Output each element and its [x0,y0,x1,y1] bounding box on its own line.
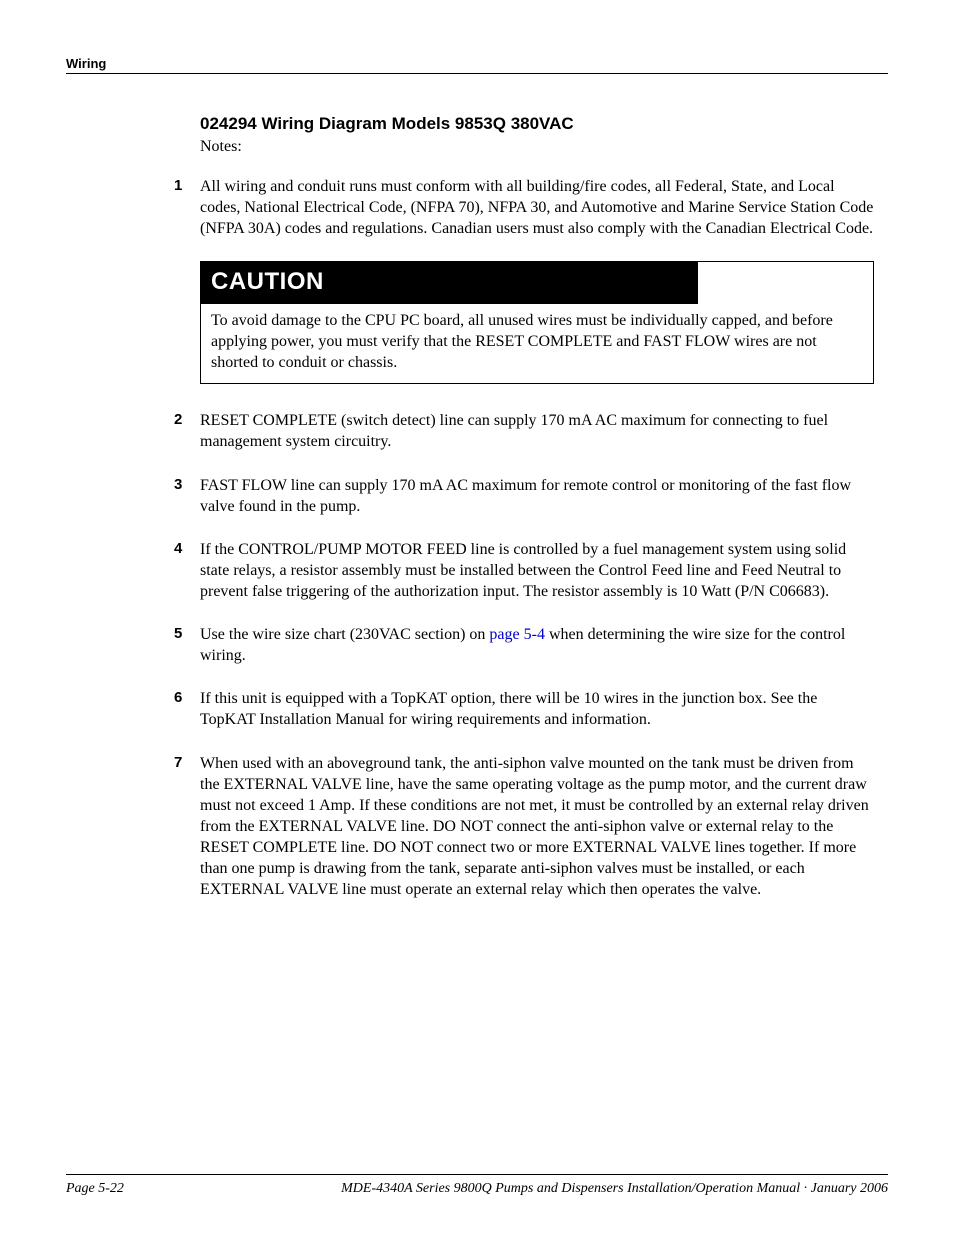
note-text: If this unit is equipped with a TopKAT o… [200,690,817,728]
caution-heading: CAUTION [201,262,698,304]
footer-rule [66,1174,888,1175]
note-text: If the CONTROL/PUMP MOTOR FEED line is c… [200,541,846,600]
note-item-1: 1 All wiring and conduit runs must confo… [200,176,874,384]
notes-label: Notes: [200,138,874,156]
footer-page-number: Page 5-22 [66,1181,124,1197]
note-number: 1 [174,176,182,196]
note-item-2: 2 RESET COMPLETE (switch detect) line ca… [200,410,874,452]
page-reference-link[interactable]: page 5-4 [489,626,545,643]
note-number: 2 [174,410,182,430]
note-number: 7 [174,753,182,773]
note-item-5: 5 Use the wire size chart (230VAC sectio… [200,624,874,666]
page-footer: Page 5-22 MDE-4340A Series 9800Q Pumps a… [66,1174,888,1197]
note-number: 3 [174,475,182,495]
note-text: All wiring and conduit runs must conform… [200,178,873,237]
note-item-7: 7 When used with an aboveground tank, th… [200,753,874,901]
note-text: When used with an aboveground tank, the … [200,755,869,899]
note-number: 4 [174,539,182,559]
caution-body: To avoid damage to the CPU PC board, all… [201,304,873,383]
notes-list: 1 All wiring and conduit runs must confo… [200,176,874,900]
note-number: 5 [174,624,182,644]
note-item-3: 3 FAST FLOW line can supply 170 mA AC ma… [200,475,874,517]
note-text-part-a: Use the wire size chart (230VAC section)… [200,626,489,643]
footer-doc-title: MDE-4340A Series 9800Q Pumps and Dispens… [341,1181,888,1197]
note-text: FAST FLOW line can supply 170 mA AC maxi… [200,477,851,515]
caution-box: CAUTION To avoid damage to the CPU PC bo… [200,261,874,384]
note-number: 6 [174,688,182,708]
note-item-4: 4 If the CONTROL/PUMP MOTOR FEED line is… [200,539,874,602]
section-title: 024294 Wiring Diagram Models 9853Q 380VA… [200,114,874,134]
page-content: 024294 Wiring Diagram Models 9853Q 380VA… [200,74,874,900]
note-text: RESET COMPLETE (switch detect) line can … [200,412,828,450]
note-item-6: 6 If this unit is equipped with a TopKAT… [200,688,874,730]
running-header: Wiring [66,56,888,71]
